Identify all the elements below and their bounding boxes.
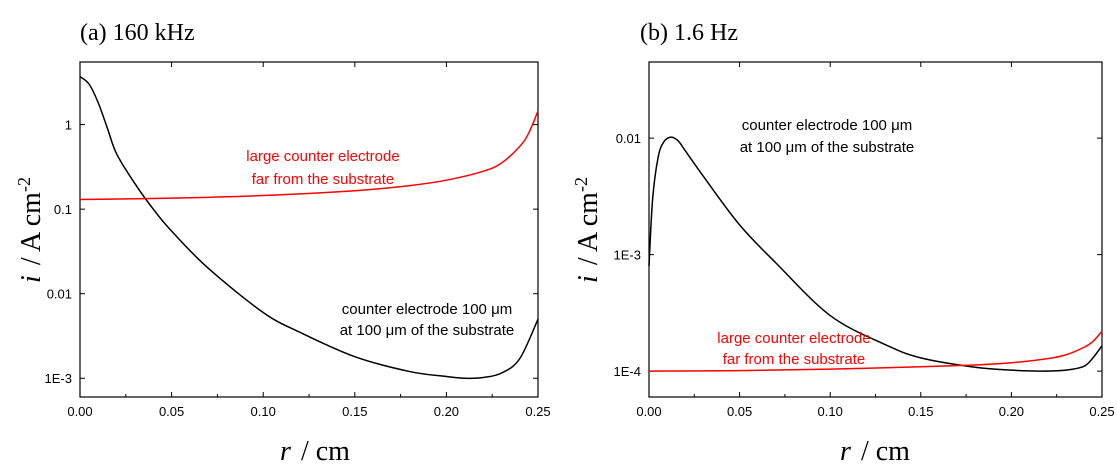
- panel-b-title: (b) 1.6 Hz: [640, 20, 738, 46]
- panel-a-series-line-black: [79, 75, 539, 380]
- panel-a-ylabel-unit: / A cm: [16, 192, 47, 265]
- panel-a-series: [79, 75, 539, 380]
- panel-b-xlabel: r: [840, 436, 851, 467]
- panel-a: (a) 160 kHz 0.00 0.05 0.10 0.15 0.20 0.25 10.…: [14, 20, 551, 467]
- panel-b-ylabel-exp: -2: [571, 177, 591, 192]
- panel-b-y-axis: 0.01 1E-3 1E-4: [614, 131, 1102, 379]
- panel-a-y-axis: 1 0.1 0.01 1E-3: [45, 118, 538, 386]
- panel-b-x-tick-label: 0.20: [999, 404, 1024, 419]
- panel-b-x-tick-label: 0.15: [908, 404, 933, 419]
- panel-b-x-tick-label: 0.05: [727, 404, 752, 419]
- panel-a-annotation-line: at 100 μm of the substrate: [340, 322, 515, 339]
- panel-b-y-tick-label: 0.01: [616, 131, 641, 146]
- panel-a-ylabel: i: [16, 275, 47, 283]
- panel-b-x-axis-title: r / cm: [840, 436, 910, 467]
- panel-a-xlabel: r: [280, 436, 291, 467]
- panel-b-ylabel-unit: / A cm: [573, 192, 604, 265]
- panel-a-annotation-line: large counter electrode: [246, 148, 399, 165]
- panel-a-x-tick-label: 0.00: [67, 404, 92, 419]
- panel-b-annotation-line: counter electrode 100 μm: [742, 117, 912, 134]
- panel-b-y-axis-title: i / A cm-2: [571, 177, 604, 283]
- panel-a-x-axis-title: r / cm: [280, 436, 350, 467]
- panel-b-series-line-red: [648, 330, 1103, 372]
- panel-b-series: [648, 136, 1103, 372]
- panel-a-x-tick-label: 0.15: [342, 404, 367, 419]
- panel-b-annotation-line: large counter electrode: [717, 330, 870, 347]
- panel-b-annotation-line: at 100 μm of the substrate: [740, 139, 915, 156]
- panel-b: (b) 1.6 Hz 0.00 0.05 0.10 0.15 0.20 0.25 0.01…: [571, 20, 1115, 467]
- panel-a-y-tick-label: 1: [65, 118, 72, 133]
- panel-b-series-line-black: [648, 136, 1103, 372]
- panel-a-x-tick-label: 0.25: [525, 404, 550, 419]
- panel-a-title: (a) 160 kHz: [80, 20, 195, 46]
- panel-b-y-tick-label: 1E-3: [614, 248, 641, 263]
- panel-b-x-tick-label: 0.00: [636, 404, 661, 419]
- panel-a-x-tick-label: 0.20: [434, 404, 459, 419]
- panel-a-x-tick-label: 0.05: [159, 404, 184, 419]
- panel-a-x-tick-label: 0.10: [251, 404, 276, 419]
- panel-a-y-tick-label: 0.01: [47, 287, 72, 302]
- panel-b-y-tick-label: 1E-4: [614, 364, 641, 379]
- panel-b-x-tick-label: 0.25: [1089, 404, 1114, 419]
- panel-a-series-line-red: [79, 110, 539, 201]
- panel-b-x-tick-label: 0.10: [818, 404, 843, 419]
- panel-a-y-tick-label: 1E-3: [45, 371, 72, 386]
- panel-b-annotation-line: far from the substrate: [723, 351, 866, 368]
- panel-a-plot-frame: [79, 61, 539, 398]
- panel-a-annotation-line: far from the substrate: [252, 171, 395, 188]
- panel-b-x-axis: 0.00 0.05 0.10 0.15 0.20 0.25: [636, 62, 1115, 419]
- panel-a-ylabel-exp: -2: [14, 177, 34, 192]
- panel-b-ylabel: i: [573, 275, 604, 283]
- panel-a-y-tick-label: 0.1: [54, 202, 72, 217]
- panel-a-annotation-line: counter electrode 100 μm: [342, 301, 512, 318]
- panel-a-y-axis-title: i / A cm-2: [14, 177, 47, 283]
- panel-b-xlabel-unit: / cm: [861, 436, 910, 467]
- panel-a-xlabel-unit: / cm: [301, 436, 350, 467]
- panel-a-x-axis: 0.00 0.05 0.10 0.15 0.20 0.25: [67, 62, 551, 419]
